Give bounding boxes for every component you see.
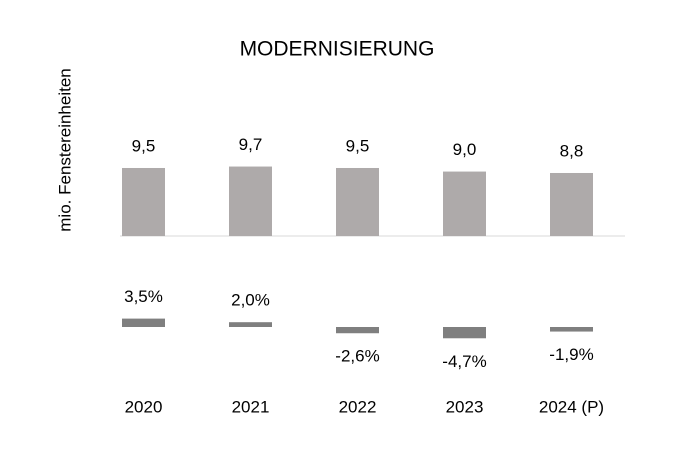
value-label: -4,7%	[442, 352, 486, 371]
x-tick-label: 2023	[446, 397, 484, 416]
value-label: 9,7	[239, 135, 263, 154]
value-label: 8,8	[560, 141, 584, 160]
chart-title: MODERNISIERUNG	[240, 38, 435, 61]
value-label: 9,0	[453, 140, 477, 159]
value-label: 3,5%	[124, 287, 163, 306]
bar	[550, 172, 593, 236]
value-label: -1,9%	[549, 345, 593, 364]
change-bar	[122, 318, 165, 327]
x-tick-label: 2022	[339, 397, 377, 416]
x-tick-label: 2021	[232, 397, 270, 416]
value-label: 9,5	[132, 136, 156, 155]
y-axis-label: mio. Fenstereinheiten	[55, 68, 74, 231]
change-bar	[443, 327, 486, 339]
change-bar	[550, 327, 593, 332]
value-label: 9,5	[346, 136, 370, 155]
x-tick-label: 2020	[125, 397, 163, 416]
value-label: -2,6%	[335, 347, 379, 366]
bar	[443, 171, 486, 236]
bar	[122, 167, 165, 236]
value-label: 2,0%	[231, 291, 270, 310]
bar	[229, 166, 272, 236]
x-tick-label: 2024 (P)	[539, 397, 604, 416]
change-bar	[336, 327, 379, 334]
change-bar	[229, 322, 272, 327]
bar	[336, 167, 379, 236]
